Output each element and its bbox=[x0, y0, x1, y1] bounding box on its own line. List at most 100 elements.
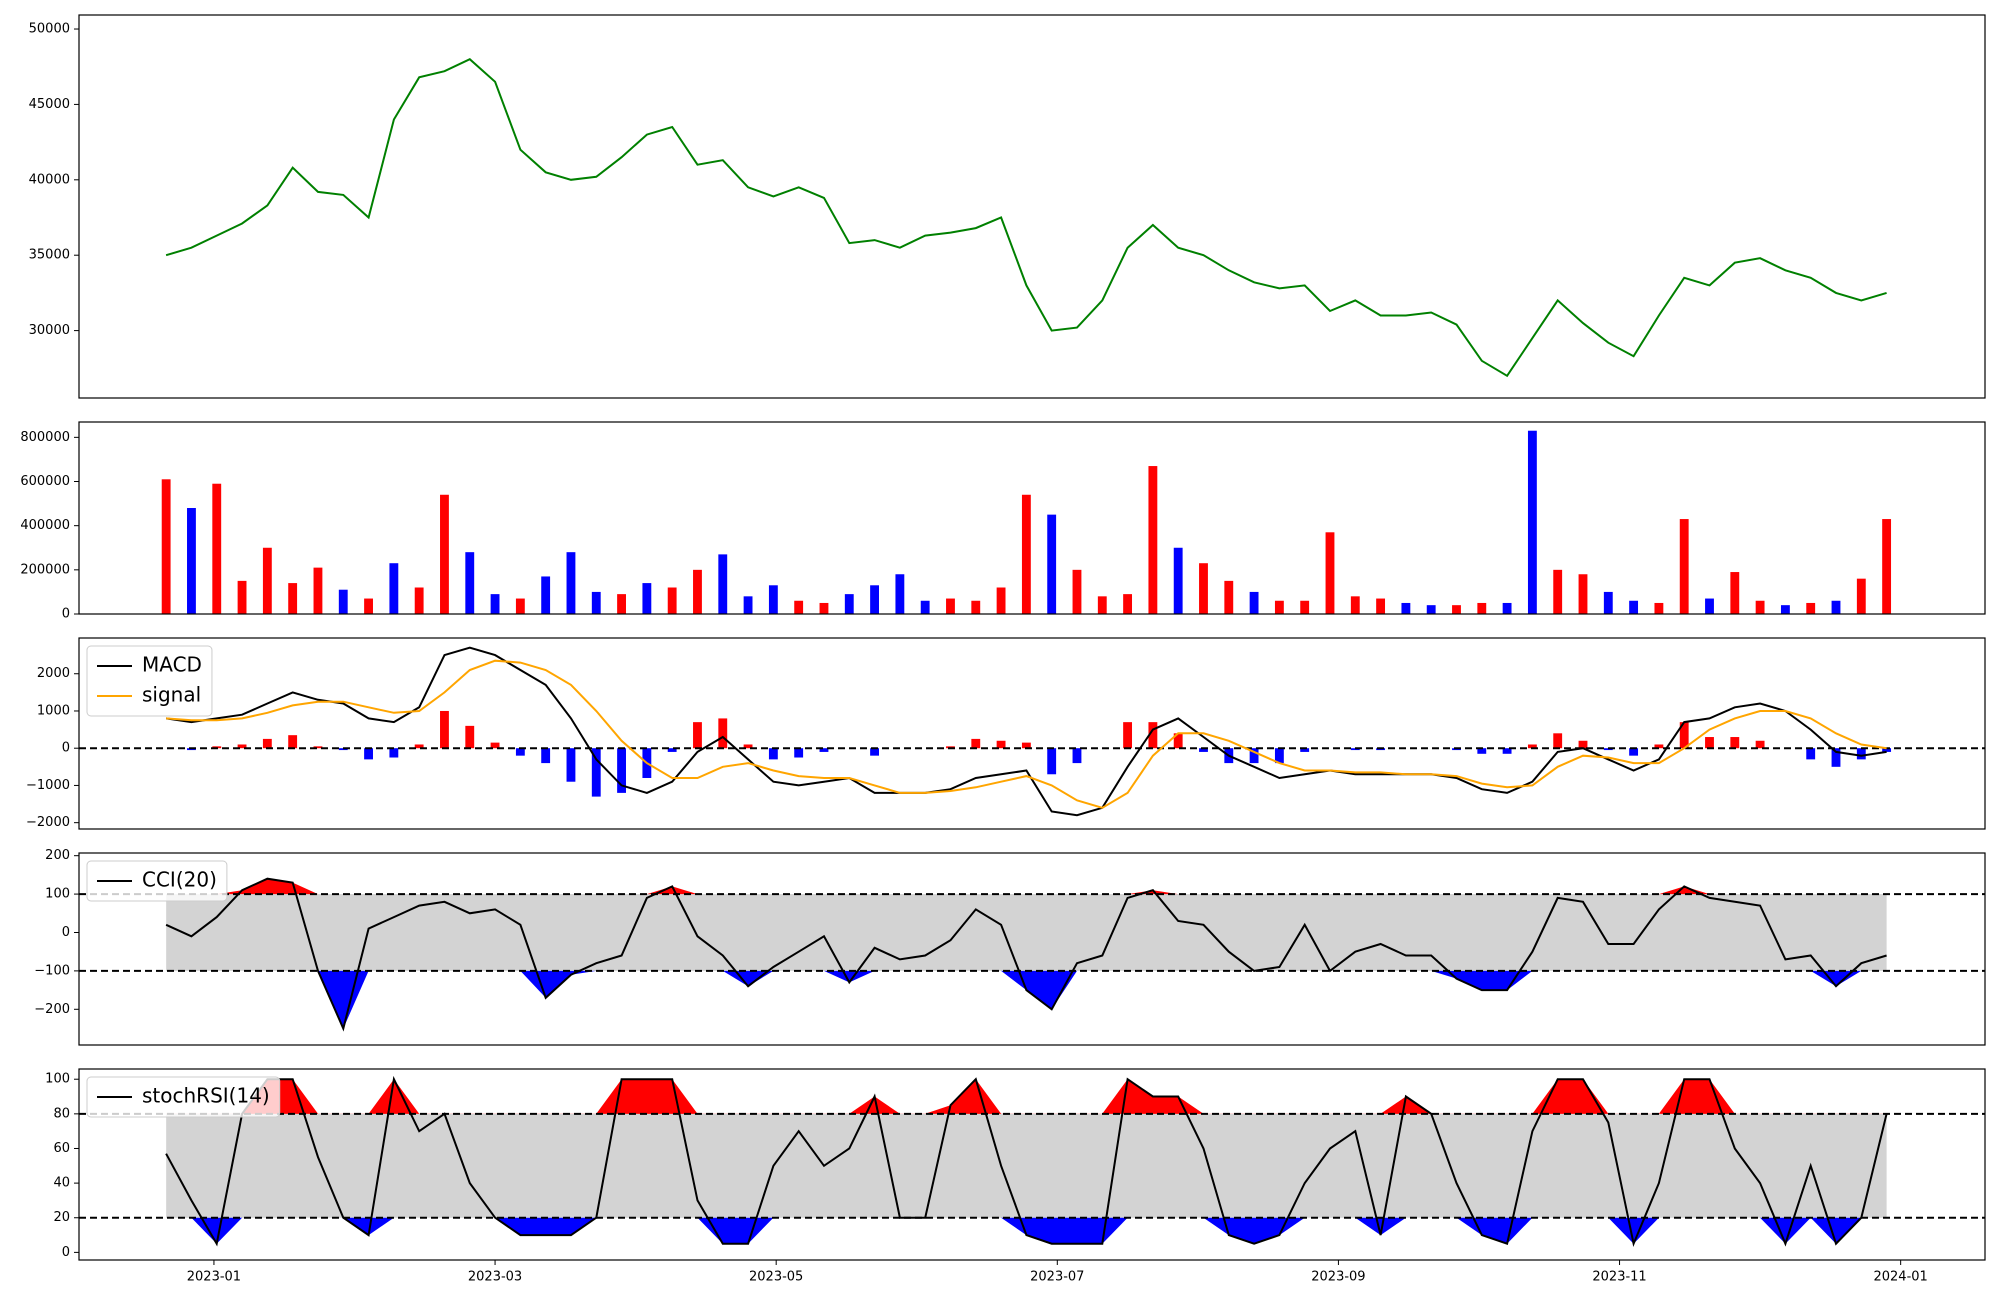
y-tick-label: −100 bbox=[34, 963, 70, 978]
bar bbox=[1021, 742, 1031, 749]
bar bbox=[1856, 578, 1866, 614]
bar bbox=[1831, 748, 1841, 767]
bar bbox=[1072, 569, 1082, 614]
bar bbox=[490, 594, 500, 614]
bar bbox=[946, 598, 955, 614]
lower-fill bbox=[166, 1217, 1887, 1244]
bar bbox=[971, 738, 981, 749]
bar bbox=[187, 508, 196, 614]
panel: 30000 35000 40000 45000 50000 bbox=[29, 14, 1986, 399]
bar bbox=[1274, 600, 1284, 614]
y-tick-label: 30000 bbox=[29, 323, 70, 338]
bar bbox=[1705, 737, 1714, 749]
bar bbox=[1806, 748, 1816, 760]
bar bbox=[1603, 591, 1613, 614]
bar bbox=[414, 587, 424, 614]
panel: 0 20 40 60 80 100 2023-01 2023-03 2023-05 2023-07… bbox=[45, 1068, 1986, 1285]
bar bbox=[1730, 572, 1740, 614]
bar bbox=[1173, 547, 1183, 614]
bar bbox=[1856, 748, 1866, 760]
bar bbox=[1730, 737, 1740, 749]
bar bbox=[1401, 602, 1411, 614]
legend-box bbox=[86, 645, 213, 717]
bar bbox=[1553, 733, 1563, 749]
bar bbox=[237, 580, 247, 614]
x-tick-label: 2023-11 bbox=[1592, 1270, 1646, 1285]
bar bbox=[1021, 494, 1031, 614]
bar bbox=[1629, 600, 1639, 614]
series-line bbox=[165, 1075, 1888, 1248]
y-tick-label: 0 bbox=[62, 1245, 70, 1260]
bar bbox=[1148, 466, 1158, 614]
bar bbox=[844, 594, 854, 614]
bar bbox=[389, 748, 399, 758]
x-tick-label: 2023-01 bbox=[187, 1270, 241, 1285]
y-tick-label: 45000 bbox=[29, 97, 70, 112]
bar bbox=[996, 740, 1006, 749]
bar bbox=[566, 748, 576, 782]
y-tick-label: 80 bbox=[53, 1106, 70, 1121]
legend-label: CCI(20) bbox=[142, 868, 217, 892]
bar bbox=[313, 746, 323, 749]
legend-box bbox=[86, 1076, 281, 1118]
plot-frame bbox=[78, 852, 1986, 1046]
bar bbox=[541, 576, 551, 614]
y-tick-label: 40000 bbox=[29, 172, 70, 187]
bar bbox=[1300, 748, 1310, 752]
bar bbox=[971, 600, 981, 614]
legend-label: stochRSI(14) bbox=[142, 1084, 270, 1108]
bar bbox=[1679, 722, 1689, 749]
bar bbox=[364, 598, 373, 614]
bar bbox=[288, 583, 298, 614]
bar bbox=[768, 748, 778, 760]
y-tick-label: 35000 bbox=[29, 248, 70, 263]
bar bbox=[870, 585, 879, 614]
plot-frame bbox=[78, 1068, 1986, 1261]
bar bbox=[389, 563, 399, 614]
y-tick-label: −2000 bbox=[26, 815, 70, 830]
y-tick-label: 50000 bbox=[29, 22, 70, 37]
bar bbox=[1300, 600, 1310, 614]
bar bbox=[617, 748, 626, 793]
y-tick-label: 200000 bbox=[20, 562, 70, 577]
panel: 0 200000 400000 600000 800000 bbox=[20, 421, 1986, 622]
bar bbox=[794, 748, 804, 758]
bar bbox=[996, 587, 1006, 614]
bar bbox=[1502, 748, 1512, 754]
bar bbox=[667, 748, 677, 752]
bar bbox=[515, 748, 525, 756]
y-tick-label: 100 bbox=[45, 887, 70, 902]
y-tick-label: 20 bbox=[53, 1210, 70, 1225]
bar bbox=[541, 748, 551, 764]
upper-fill bbox=[166, 878, 1887, 895]
bar bbox=[591, 591, 601, 614]
bar bbox=[794, 600, 804, 614]
bar bbox=[819, 602, 829, 614]
y-tick-label: 40 bbox=[53, 1176, 70, 1191]
y-tick-label: 2000 bbox=[37, 666, 70, 681]
bar bbox=[617, 594, 626, 614]
neutral-band bbox=[166, 1113, 1887, 1218]
bar bbox=[338, 589, 348, 614]
bar bbox=[1148, 722, 1158, 749]
bar bbox=[1831, 600, 1841, 614]
y-tick-label: 400000 bbox=[20, 518, 70, 533]
bar bbox=[1755, 740, 1765, 749]
bar bbox=[1199, 563, 1208, 614]
series-line bbox=[166, 659, 1887, 809]
bar bbox=[667, 587, 677, 614]
legend-label: signal bbox=[142, 683, 201, 707]
bar bbox=[313, 567, 323, 614]
bar bbox=[743, 744, 753, 749]
bar bbox=[440, 710, 449, 749]
bar bbox=[743, 596, 753, 614]
bar bbox=[1477, 748, 1487, 754]
bar bbox=[1553, 569, 1563, 614]
bar bbox=[1679, 519, 1689, 614]
y-tick-label: 600000 bbox=[20, 474, 70, 489]
panel: −200 −100 0 100 200 CCI(20) bbox=[34, 848, 1986, 1046]
plot-frame bbox=[78, 14, 1986, 399]
bar bbox=[1527, 430, 1537, 614]
bar bbox=[1072, 748, 1082, 764]
